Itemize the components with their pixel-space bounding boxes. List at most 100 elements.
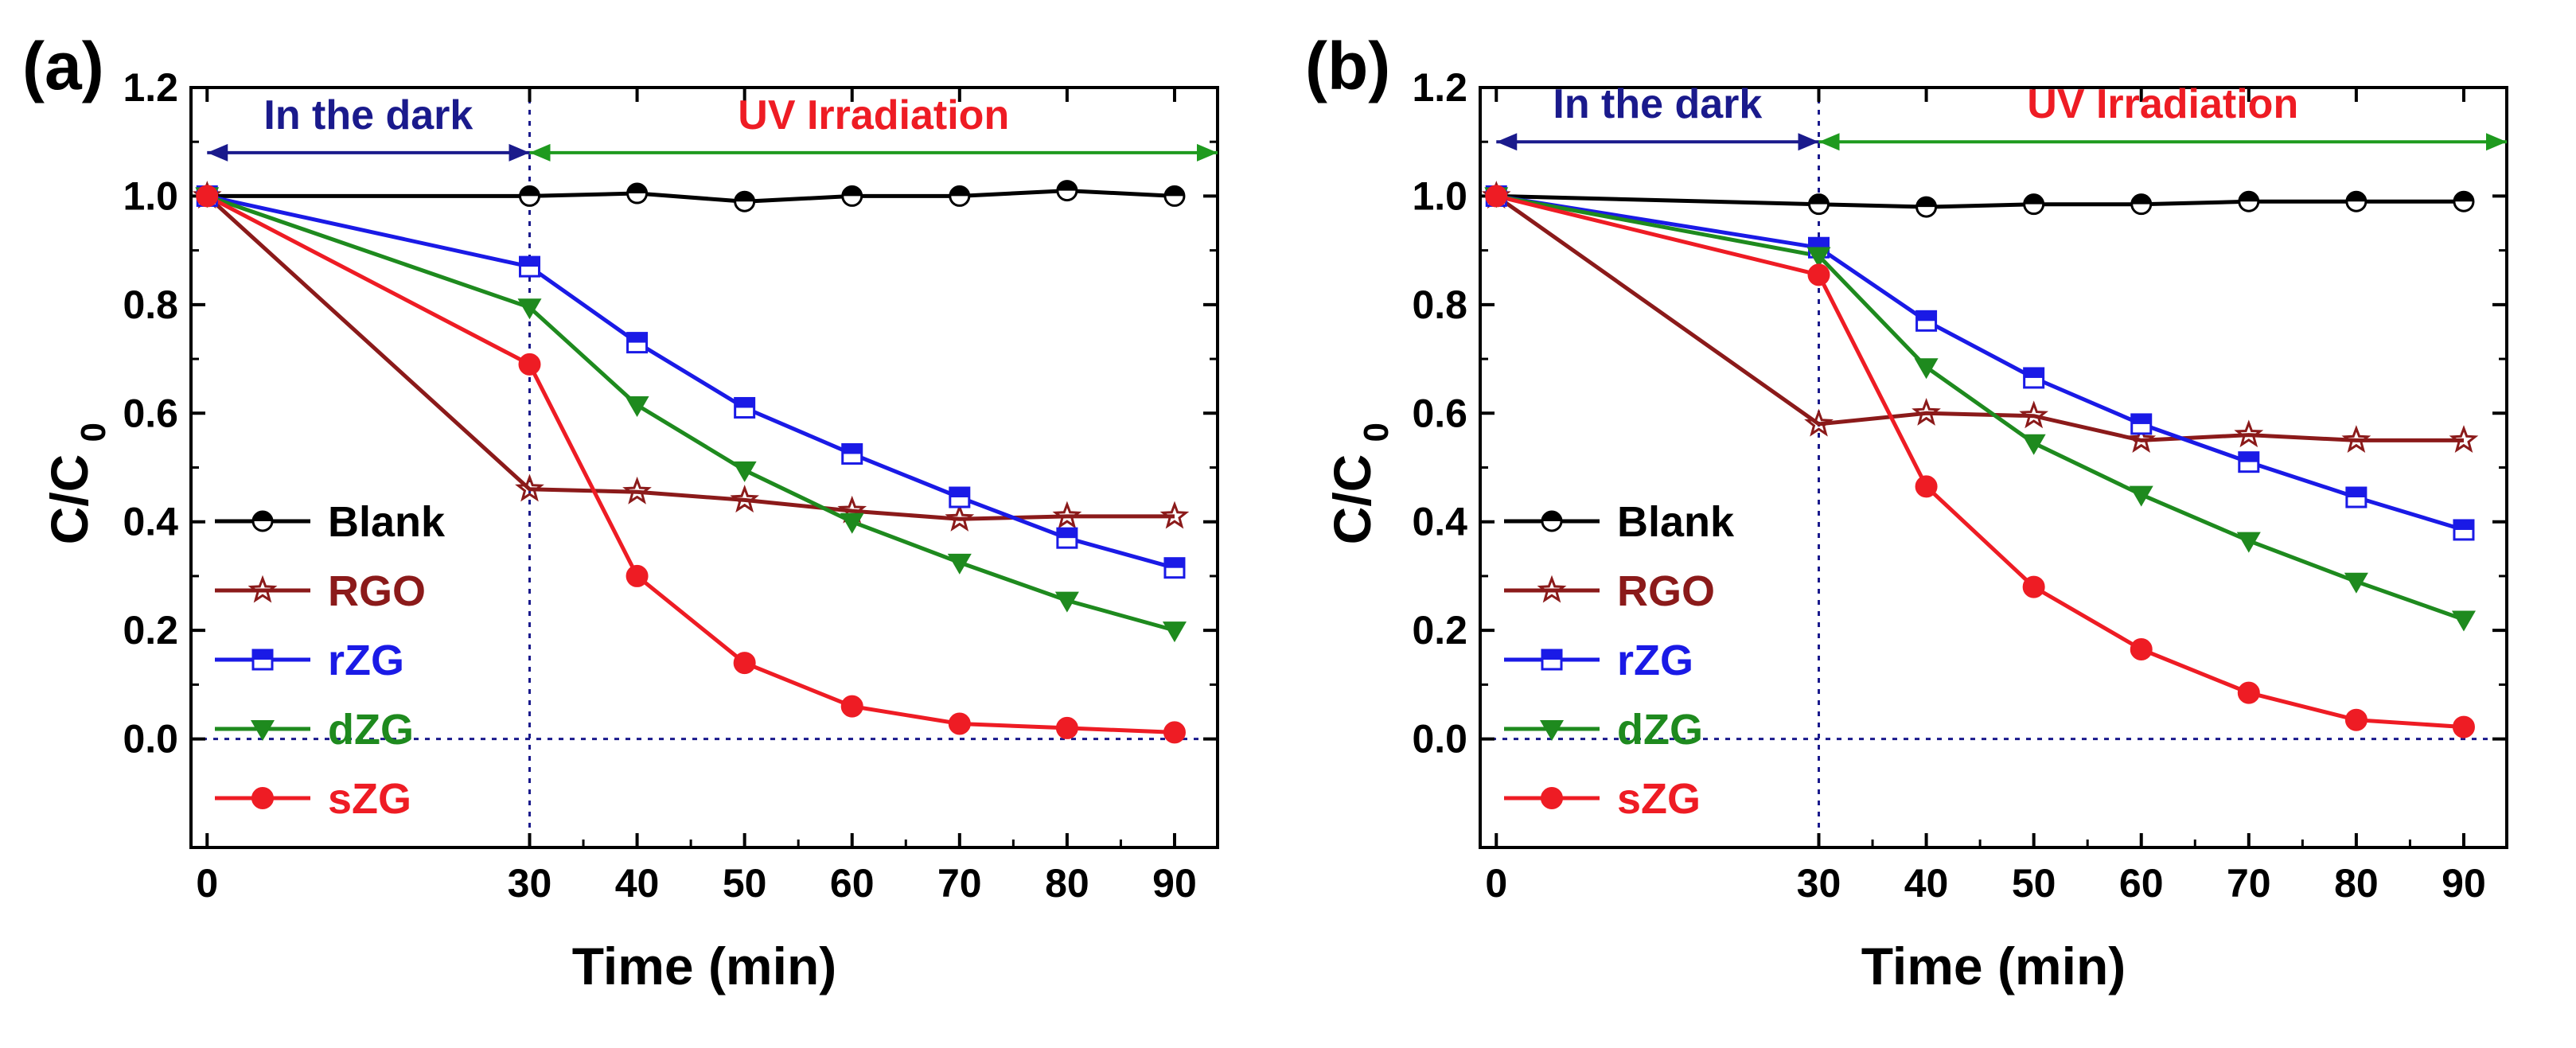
x-tick-label: 80 <box>2334 861 2379 906</box>
legend-marker-dzg <box>1540 720 1564 741</box>
x-tick-label: 0 <box>1485 861 1507 906</box>
x-axis-title: Time (min) <box>572 937 836 995</box>
legend-marker-dzg <box>251 720 275 741</box>
dark-phase-label: In the dark <box>263 92 473 138</box>
series-line-szg <box>206 194 1175 734</box>
data-point-szg <box>1163 721 1186 744</box>
data-point-rzg <box>841 442 863 465</box>
data-point-rgo <box>945 504 975 532</box>
x-tick-label: 40 <box>615 861 660 906</box>
panel-label: (b) <box>1305 29 1390 103</box>
y-tick-label: 0.8 <box>123 282 178 327</box>
y-tick-label: 0.0 <box>1412 717 1467 762</box>
legend-label-blank: Blank <box>1617 498 1735 546</box>
data-point-blank <box>2238 190 2260 212</box>
y-tick-label: 0.2 <box>1412 608 1467 653</box>
data-point-blank <box>1915 196 1938 218</box>
data-point-szg <box>840 695 863 718</box>
series-line-blank <box>1496 193 2464 209</box>
x-tick-label: 50 <box>2012 861 2056 906</box>
data-point-dzg <box>625 396 649 418</box>
data-point-blank <box>1807 193 1830 216</box>
legend-label-blank: Blank <box>328 498 446 546</box>
data-point-szg <box>2452 715 2475 738</box>
x-tick-label: 60 <box>830 861 875 906</box>
y-tick-label: 0.6 <box>1412 391 1467 435</box>
data-point-rzg <box>2453 519 2475 541</box>
x-tick-label: 70 <box>937 861 982 906</box>
data-point-szg <box>948 712 971 735</box>
y-tick-label: 1.2 <box>1412 65 1467 110</box>
data-point-rzg <box>518 255 540 278</box>
data-point-dzg <box>1054 591 1079 613</box>
data-point-szg <box>196 185 219 208</box>
data-point-rgo <box>622 476 652 505</box>
data-point-rgo <box>1159 501 1190 529</box>
dark-arrow-head-left <box>207 143 228 162</box>
data-point-dzg <box>1806 247 1831 268</box>
data-point-blank <box>949 185 971 207</box>
data-point-szg <box>518 353 541 376</box>
legend-label-szg: sZG <box>328 775 411 823</box>
x-tick-label: 70 <box>2227 861 2271 906</box>
uv-phase-label: UV Irradiation <box>2027 81 2298 127</box>
data-point-rzg <box>1163 557 1186 579</box>
data-point-blank <box>2453 190 2475 212</box>
data-point-blank <box>2023 193 2045 216</box>
data-point-rzg <box>734 396 756 419</box>
series-line-rgo <box>1495 194 2464 442</box>
data-point-blank <box>2345 190 2368 212</box>
data-point-szg <box>2344 708 2368 731</box>
data-point-blank <box>626 182 649 205</box>
y-tick-label: 0.4 <box>1412 500 1467 544</box>
legend-marker-szg <box>1541 787 1563 809</box>
y-tick-label: 0.6 <box>123 391 178 435</box>
data-point-dzg <box>732 461 757 482</box>
uv-arrow-head-right <box>1197 143 1218 162</box>
data-point-blank <box>1163 185 1186 207</box>
x-tick-label: 50 <box>723 861 767 906</box>
y-tick-label: 0.0 <box>123 717 178 762</box>
data-point-rzg <box>949 486 971 508</box>
series-line-szg <box>1495 193 2465 730</box>
legend-marker-rgo <box>1537 575 1567 603</box>
data-point-szg <box>1807 263 1830 286</box>
y-tick-label: 0.8 <box>1412 282 1467 327</box>
data-point-rzg <box>2238 451 2260 473</box>
data-point-dzg <box>517 298 542 320</box>
y-tick-label: 1.0 <box>123 173 178 218</box>
data-point-rgo <box>2234 419 2264 448</box>
data-point-rgo <box>1912 398 1941 426</box>
legend-label-szg: sZG <box>1617 775 1701 823</box>
data-point-rzg <box>1056 527 1078 549</box>
y-axis-title: C/C <box>40 454 99 545</box>
y-axis-title: C/C <box>1323 454 1382 545</box>
dark-phase-label: In the dark <box>1553 81 1762 127</box>
data-point-rzg <box>2023 367 2045 389</box>
x-axis-title: Time (min) <box>1861 937 2126 995</box>
uv-arrow-head-left <box>529 143 551 162</box>
data-point-szg <box>625 564 649 587</box>
series-line-dzg <box>206 194 1175 633</box>
data-point-szg <box>1055 716 1078 739</box>
legend-label-rgo: RGO <box>328 567 426 615</box>
chart-panel-a: (a) 0.0 0.2 0.4 0.6 0.8 1.0 1.2 0 30 40 50 60 70 80 90 T… <box>22 29 1219 995</box>
uv-arrow-head-right <box>2486 133 2507 151</box>
data-point-rgo <box>2449 425 2479 453</box>
data-point-rzg <box>626 332 649 354</box>
legend-marker-blank <box>251 510 274 532</box>
data-point-rzg <box>2130 413 2153 435</box>
data-point-rgo <box>1804 408 1834 437</box>
data-point-dzg <box>2344 572 2368 594</box>
data-point-rgo <box>1052 501 1082 529</box>
legend-marker-szg <box>251 787 274 809</box>
y-tick-label: 1.0 <box>1412 173 1467 218</box>
data-point-rgo <box>2126 425 2157 453</box>
data-point-rgo <box>515 473 544 502</box>
y-axis-title-subscript: 0 <box>74 423 113 442</box>
data-point-blank <box>841 185 863 207</box>
legend-marker-rzg <box>1541 649 1563 671</box>
data-point-rzg <box>2345 486 2368 508</box>
x-tick-label: 0 <box>196 861 218 906</box>
data-point-szg <box>733 652 756 675</box>
